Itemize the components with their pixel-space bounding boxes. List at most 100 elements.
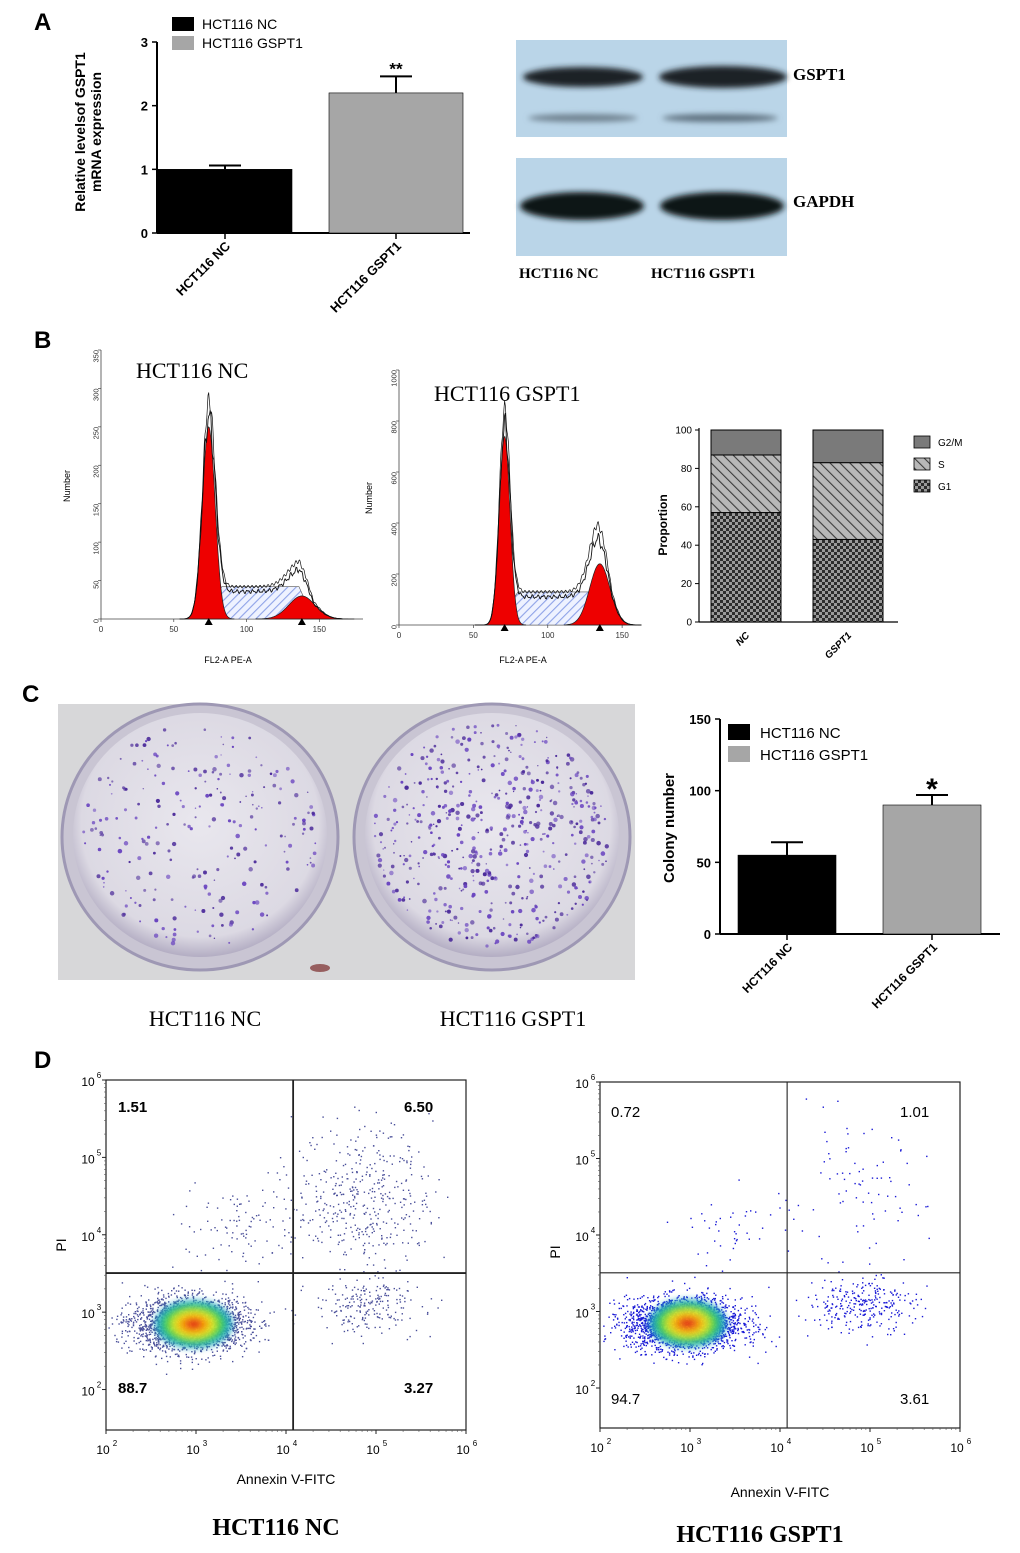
event-dot (332, 1285, 333, 1286)
event-dot (356, 1294, 357, 1295)
colony (479, 805, 483, 809)
event-dot (303, 1157, 304, 1158)
colony (93, 809, 96, 812)
colony (480, 742, 483, 745)
colony (418, 866, 420, 868)
colony (124, 808, 127, 811)
event-dot (628, 1336, 629, 1337)
colony (448, 813, 451, 816)
colony (446, 780, 449, 783)
event-dot (376, 1135, 377, 1136)
event-dot (234, 1334, 235, 1335)
event-dot (150, 1334, 151, 1335)
event-dot (399, 1270, 400, 1271)
event-dot (219, 1301, 220, 1302)
colony (284, 851, 286, 853)
event-dot (142, 1349, 143, 1350)
event-dot (381, 1198, 382, 1199)
dotplot-nc-title: HCT116 NC (212, 1515, 339, 1541)
histogram-nc-xlabel: FL2-A PE-A (204, 655, 252, 665)
colony (90, 828, 94, 832)
event-dot (236, 1342, 237, 1343)
colony (174, 742, 177, 745)
event-dot (158, 1300, 159, 1301)
event-dot (373, 1145, 374, 1146)
colony (425, 762, 428, 765)
event-dot (261, 1328, 262, 1329)
y-tick-exponent: 5 (97, 1148, 102, 1157)
colony (557, 815, 558, 816)
event-dot (232, 1306, 233, 1307)
event-dot (330, 1237, 331, 1238)
event-dot (318, 1240, 319, 1241)
event-dot (384, 1259, 385, 1260)
event-dot (408, 1150, 409, 1151)
colony (574, 801, 578, 805)
colony (457, 833, 461, 837)
event-dot (340, 1235, 341, 1236)
colony (149, 872, 153, 876)
colony (400, 781, 403, 784)
event-dot (245, 1212, 246, 1213)
colony (266, 914, 268, 916)
event-dot (369, 1189, 370, 1190)
colony (389, 871, 393, 875)
event-dot (412, 1230, 413, 1231)
colony (214, 755, 217, 758)
event-dot (263, 1321, 264, 1322)
event-dot (334, 1312, 335, 1313)
colony (461, 890, 463, 892)
y-tick-label: 0 (92, 619, 101, 623)
event-dot (312, 1137, 313, 1138)
event-dot (779, 1336, 780, 1337)
colony (311, 864, 315, 868)
event-dot (354, 1331, 355, 1332)
colony (483, 756, 486, 759)
event-dot (350, 1213, 351, 1214)
colony (535, 811, 537, 813)
colony (491, 763, 495, 767)
colony (410, 753, 413, 756)
blot-band-gspt1-gspt1 (659, 66, 787, 88)
event-dot (303, 1175, 304, 1176)
event-dot (388, 1289, 389, 1290)
event-dot (356, 1203, 357, 1204)
event-dot (243, 1321, 244, 1322)
event-dot (249, 1319, 250, 1320)
colony (309, 805, 313, 809)
colony (234, 858, 236, 860)
event-dot (171, 1294, 172, 1295)
colony (544, 864, 548, 868)
event-dot (376, 1224, 377, 1225)
event-dot (401, 1207, 402, 1208)
event-dot (218, 1259, 219, 1260)
y-tick-label: 10 (81, 1230, 95, 1244)
event-dot (172, 1348, 173, 1349)
event-dot (321, 1231, 322, 1232)
event-dot (217, 1207, 218, 1208)
event-dot (128, 1324, 129, 1325)
event-dot (200, 1229, 201, 1230)
colony (467, 738, 471, 742)
event-dot (300, 1220, 301, 1221)
colony (542, 833, 544, 835)
event-dot (321, 1316, 322, 1317)
colony (433, 892, 436, 895)
colony (510, 752, 512, 754)
event-dot (192, 1362, 193, 1363)
event-dot (389, 1192, 390, 1193)
event-dot (326, 1169, 327, 1170)
colony (211, 924, 214, 927)
event-dot (238, 1323, 239, 1324)
colony (193, 768, 197, 772)
event-dot (410, 1299, 411, 1300)
event-dot (143, 1350, 144, 1351)
colony (448, 809, 452, 813)
event-dot (249, 1226, 250, 1227)
event-dot (133, 1340, 134, 1341)
colony (519, 800, 522, 803)
event-dot (438, 1217, 439, 1218)
colony (374, 835, 376, 837)
colony (518, 733, 522, 737)
